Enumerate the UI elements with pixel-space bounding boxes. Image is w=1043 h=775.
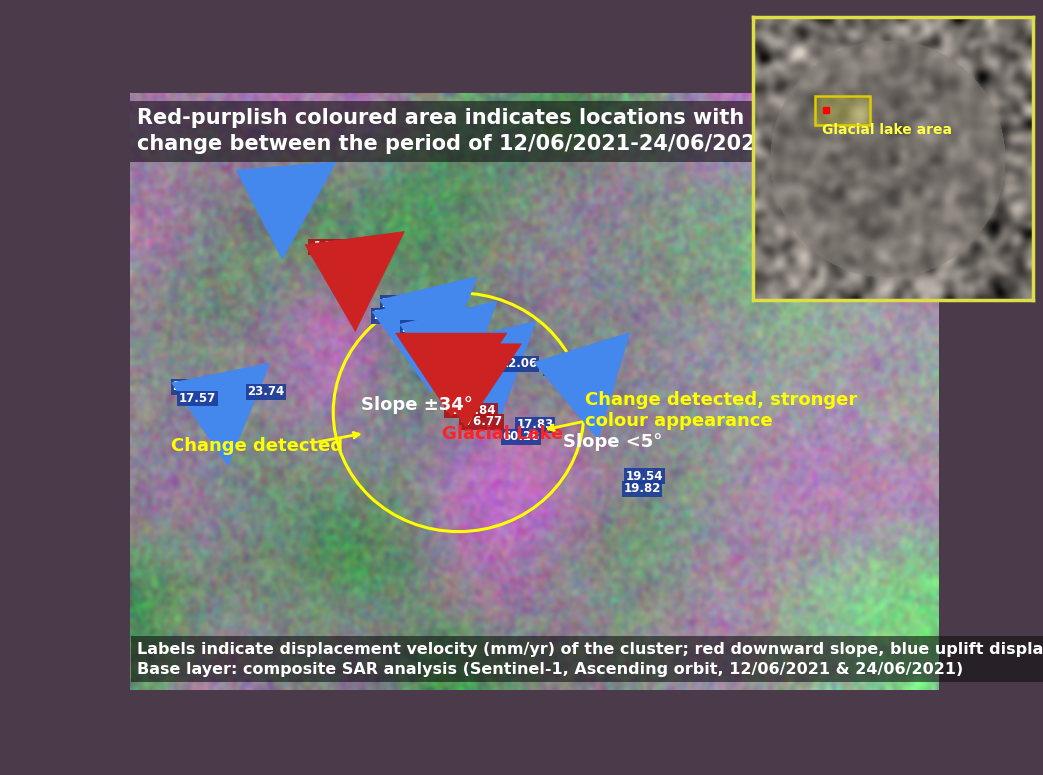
Text: 17.57: 17.57	[179, 392, 216, 405]
Text: 60.28: 60.28	[503, 430, 539, 443]
Text: 19.82: 19.82	[624, 482, 661, 495]
Text: -76.77: -76.77	[460, 415, 503, 429]
Bar	[815, 96, 871, 125]
Text: Glacial Lake: Glacial Lake	[441, 425, 563, 443]
Text: Change detected, stronger
colour appearance: Change detected, stronger colour appeara…	[585, 391, 857, 430]
Text: 23.00: 23.00	[441, 354, 479, 367]
Text: 22.44: 22.44	[544, 362, 582, 374]
Text: Glacial lake area: Glacial lake area	[822, 123, 952, 137]
Text: 22.06: 22.06	[501, 357, 538, 370]
Text: 19.54: 19.54	[626, 470, 663, 483]
Text: Slope <5°: Slope <5°	[563, 433, 662, 451]
Text: Red-purplish coloured area indicates locations with ground
change between the pe: Red-purplish coloured area indicates loc…	[137, 108, 835, 154]
Text: 21.03: 21.03	[439, 342, 477, 355]
Text: 24.07: 24.07	[381, 297, 418, 309]
Text: 25.90: 25.90	[250, 173, 288, 186]
Text: -142.28: -142.28	[310, 240, 360, 253]
Text: 21.70: 21.70	[172, 380, 210, 393]
Text: -109.84: -109.84	[445, 404, 496, 417]
Text: Labels indicate displacement velocity (mm/yr) of the cluster; red downward slope: Labels indicate displacement velocity (m…	[137, 642, 1043, 677]
Text: 33.79: 33.79	[402, 322, 438, 335]
Text: 17.83: 17.83	[516, 418, 554, 432]
Text: 20.53: 20.53	[373, 309, 410, 322]
Text: Change detected: Change detected	[171, 437, 343, 455]
Text: 23.74: 23.74	[247, 385, 285, 398]
Text: Slope ±34°: Slope ±34°	[361, 396, 472, 414]
